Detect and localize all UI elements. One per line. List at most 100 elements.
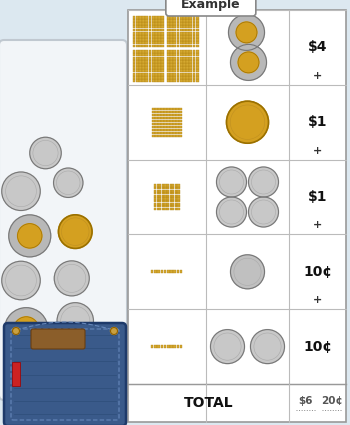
Bar: [180, 26, 183, 28]
Bar: [196, 54, 198, 56]
Bar: [158, 135, 161, 137]
Bar: [173, 132, 176, 134]
Bar: [177, 19, 180, 22]
Bar: [175, 195, 177, 197]
Bar: [180, 60, 183, 63]
Bar: [177, 190, 180, 192]
Bar: [148, 60, 151, 63]
Bar: [167, 57, 170, 60]
Bar: [139, 66, 142, 69]
Bar: [161, 125, 164, 128]
Bar: [177, 66, 180, 69]
Bar: [177, 57, 180, 60]
Bar: [180, 28, 183, 31]
Bar: [155, 57, 158, 60]
Bar: [136, 26, 139, 28]
Bar: [170, 73, 173, 76]
Bar: [196, 73, 198, 76]
Bar: [152, 110, 155, 113]
Bar: [148, 57, 151, 60]
Bar: [180, 76, 183, 79]
Bar: [148, 35, 151, 38]
Bar: [133, 32, 135, 34]
Bar: [177, 76, 180, 79]
Bar: [156, 197, 159, 200]
Bar: [154, 205, 156, 207]
Bar: [152, 128, 155, 131]
Bar: [154, 184, 156, 187]
Bar: [156, 192, 159, 194]
Bar: [167, 66, 170, 69]
Bar: [193, 26, 195, 28]
Bar: [158, 16, 161, 19]
Bar: [159, 202, 161, 205]
Bar: [196, 32, 198, 34]
Bar: [152, 35, 154, 38]
Bar: [173, 41, 176, 44]
Bar: [148, 45, 151, 48]
Bar: [179, 110, 182, 113]
Bar: [180, 19, 183, 22]
Bar: [142, 38, 145, 41]
Text: $1: $1: [308, 190, 327, 204]
Text: Example: Example: [181, 0, 241, 11]
Bar: [167, 132, 170, 134]
Bar: [173, 57, 176, 60]
FancyBboxPatch shape: [0, 40, 127, 400]
Bar: [148, 28, 151, 31]
Bar: [161, 19, 164, 22]
Bar: [170, 22, 173, 25]
Bar: [12, 362, 20, 386]
Bar: [173, 60, 176, 63]
Bar: [174, 345, 176, 348]
Circle shape: [248, 167, 279, 197]
Bar: [155, 73, 158, 76]
Bar: [159, 197, 161, 200]
Bar: [136, 50, 139, 53]
Bar: [154, 200, 156, 202]
Bar: [139, 28, 142, 31]
Bar: [189, 66, 192, 69]
Bar: [172, 202, 175, 205]
Circle shape: [229, 14, 265, 51]
Bar: [196, 28, 198, 31]
Bar: [186, 66, 189, 69]
Bar: [173, 19, 176, 22]
Bar: [158, 35, 161, 38]
Bar: [183, 73, 186, 76]
Bar: [173, 108, 176, 110]
Bar: [170, 190, 172, 192]
Bar: [155, 108, 158, 110]
Bar: [183, 66, 186, 69]
Bar: [180, 54, 183, 56]
Bar: [139, 60, 142, 63]
Bar: [148, 69, 151, 72]
Bar: [170, 45, 173, 48]
Bar: [164, 197, 167, 200]
Bar: [177, 28, 180, 31]
Bar: [170, 200, 172, 202]
Bar: [148, 50, 151, 53]
Bar: [152, 57, 154, 60]
Bar: [148, 16, 151, 19]
Bar: [142, 57, 145, 60]
Bar: [193, 41, 195, 44]
Bar: [189, 79, 192, 82]
Bar: [159, 184, 161, 187]
Bar: [175, 208, 177, 210]
Bar: [177, 35, 180, 38]
Bar: [152, 73, 154, 76]
Bar: [164, 184, 167, 187]
Bar: [189, 41, 192, 44]
Text: $1: $1: [308, 115, 327, 129]
Bar: [152, 76, 154, 79]
Bar: [172, 205, 175, 207]
Bar: [158, 122, 161, 125]
Bar: [139, 79, 142, 82]
Bar: [148, 32, 151, 34]
Bar: [173, 116, 176, 119]
Bar: [196, 22, 198, 25]
Bar: [179, 128, 182, 131]
Bar: [173, 16, 176, 19]
Bar: [193, 54, 195, 56]
